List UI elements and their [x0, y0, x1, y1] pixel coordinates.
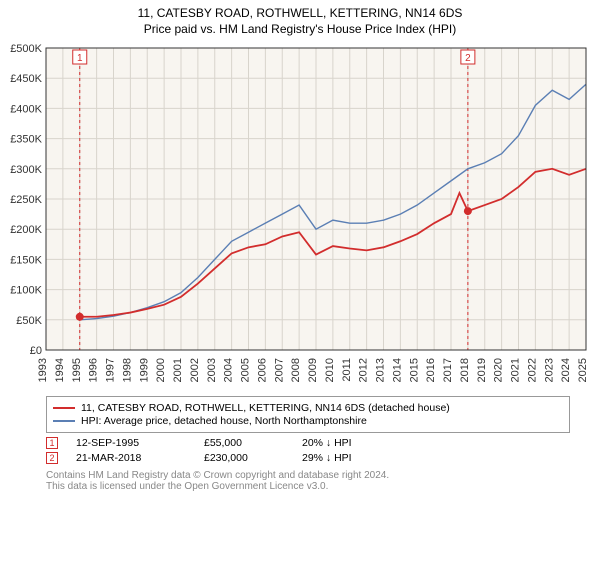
svg-text:1994: 1994 — [54, 358, 66, 382]
svg-text:2000: 2000 — [155, 358, 167, 382]
svg-text:2011: 2011 — [341, 358, 353, 382]
svg-text:2019: 2019 — [476, 358, 488, 382]
svg-text:2007: 2007 — [273, 358, 285, 382]
legend-label: HPI: Average price, detached house, Nort… — [81, 415, 367, 427]
credit-text: Contains HM Land Registry data © Crown c… — [46, 470, 570, 492]
svg-text:£0: £0 — [30, 345, 42, 357]
note-price: £230,000 — [204, 452, 284, 464]
svg-text:1995: 1995 — [71, 358, 83, 382]
note-date: 21-MAR-2018 — [76, 452, 186, 464]
svg-text:£500K: £500K — [10, 43, 42, 55]
line-chart: £0 £50K £100K £150K £200K £250K £300K £350K £400… — [0, 40, 600, 390]
svg-text:2022: 2022 — [526, 358, 538, 382]
svg-text:2021: 2021 — [510, 358, 522, 382]
svg-text:2016: 2016 — [425, 358, 437, 382]
credit-line: This data is licensed under the Open Gov… — [46, 481, 570, 492]
svg-text:2004: 2004 — [223, 358, 235, 382]
note-delta: 29% ↓ HPI — [302, 452, 352, 464]
note-delta: 20% ↓ HPI — [302, 437, 352, 449]
chart-area: £0 £50K £100K £150K £200K £250K £300K £350K £400… — [0, 40, 600, 390]
svg-text:2002: 2002 — [189, 358, 201, 382]
svg-text:2001: 2001 — [172, 358, 184, 382]
note-row: 2 21-MAR-2018 £230,000 29% ↓ HPI — [46, 452, 570, 464]
legend-swatch — [53, 420, 75, 422]
legend-item: 11, CATESBY ROAD, ROTHWELL, KETTERING, N… — [53, 402, 563, 414]
svg-text:2: 2 — [465, 53, 471, 64]
svg-text:£450K: £450K — [10, 73, 42, 85]
note-price: £55,000 — [204, 437, 284, 449]
legend-label: 11, CATESBY ROAD, ROTHWELL, KETTERING, N… — [81, 402, 450, 414]
svg-text:£350K: £350K — [10, 134, 42, 146]
svg-text:2013: 2013 — [375, 358, 387, 382]
data-point-notes: 1 12-SEP-1995 £55,000 20% ↓ HPI 2 21-MAR-2018… — [46, 437, 570, 464]
svg-text:£150K: £150K — [10, 254, 42, 266]
svg-text:£100K: £100K — [10, 285, 42, 297]
chart-title: 11, CATESBY ROAD, ROTHWELL, KETTERING, N… — [0, 6, 600, 20]
svg-text:1999: 1999 — [138, 358, 150, 382]
svg-text:2008: 2008 — [290, 358, 302, 382]
legend-swatch — [53, 407, 75, 409]
note-marker: 2 — [46, 452, 58, 464]
svg-text:2014: 2014 — [391, 358, 403, 382]
svg-text:1997: 1997 — [105, 358, 117, 382]
svg-text:2025: 2025 — [577, 358, 589, 382]
svg-text:£200K: £200K — [10, 224, 42, 236]
svg-text:£50K: £50K — [16, 315, 42, 327]
svg-text:2023: 2023 — [543, 358, 555, 382]
svg-text:£250K: £250K — [10, 194, 42, 206]
svg-text:2003: 2003 — [206, 358, 218, 382]
svg-text:1993: 1993 — [37, 358, 49, 382]
svg-text:2012: 2012 — [358, 358, 370, 382]
svg-text:2009: 2009 — [307, 358, 319, 382]
svg-text:2005: 2005 — [240, 358, 252, 382]
note-marker: 1 — [46, 437, 58, 449]
svg-text:£300K: £300K — [10, 164, 42, 176]
note-row: 1 12-SEP-1995 £55,000 20% ↓ HPI — [46, 437, 570, 449]
svg-text:2006: 2006 — [256, 358, 268, 382]
svg-text:1996: 1996 — [88, 358, 100, 382]
svg-text:2010: 2010 — [324, 358, 336, 382]
svg-text:£400K: £400K — [10, 103, 42, 115]
svg-text:1998: 1998 — [121, 358, 133, 382]
svg-text:2018: 2018 — [459, 358, 471, 382]
chart-subtitle: Price paid vs. HM Land Registry's House … — [0, 22, 600, 36]
svg-text:2024: 2024 — [560, 358, 572, 382]
legend: 11, CATESBY ROAD, ROTHWELL, KETTERING, N… — [46, 396, 570, 433]
note-date: 12-SEP-1995 — [76, 437, 186, 449]
svg-text:2017: 2017 — [442, 358, 454, 382]
svg-text:1: 1 — [77, 53, 83, 64]
svg-text:2015: 2015 — [408, 358, 420, 382]
credit-line: Contains HM Land Registry data © Crown c… — [46, 470, 570, 481]
svg-text:2020: 2020 — [493, 358, 505, 382]
legend-item: HPI: Average price, detached house, Nort… — [53, 415, 563, 427]
